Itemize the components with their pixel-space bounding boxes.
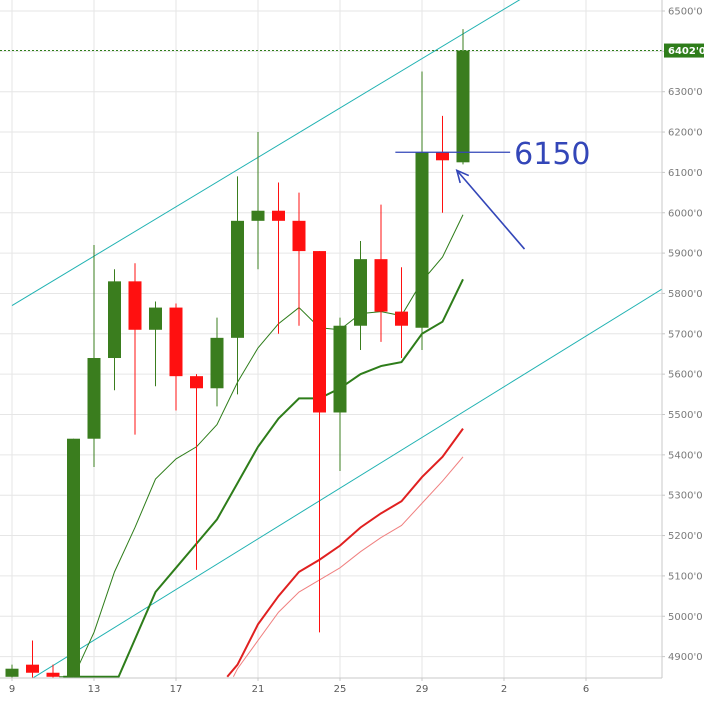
x-axis: 9 13 17 21 25 29 2 6 <box>0 677 662 695</box>
moving-average-line <box>63 278 464 678</box>
y-tick-label: 5200'0 <box>668 531 703 542</box>
candle-body <box>251 210 265 221</box>
candle-body <box>5 668 19 677</box>
moving-average-line <box>59 214 464 678</box>
candle-body <box>313 251 326 413</box>
y-tick-label: 6500'0 <box>668 7 703 18</box>
y-tick-label: 6200'0 <box>668 128 703 139</box>
candle-body <box>231 220 244 338</box>
annotation-arrow-head <box>455 168 470 184</box>
y-tick-label: 5500'0 <box>668 410 703 421</box>
candle-body <box>108 281 121 359</box>
candle-body <box>272 210 285 221</box>
x-tick-label: 13 <box>88 684 101 695</box>
y-tick-label: 5100'0 <box>668 571 703 582</box>
candle-body <box>169 307 183 377</box>
moving-average-lines <box>59 214 464 678</box>
y-tick-label: 5600'0 <box>668 370 703 381</box>
candles <box>5 29 470 678</box>
y-tick-label: 5400'0 <box>668 450 703 461</box>
candle-body <box>456 50 470 163</box>
candle-body <box>374 259 388 312</box>
candle-body <box>149 307 162 330</box>
y-tick-label: 6000'0 <box>668 208 703 219</box>
candle-body <box>46 672 60 677</box>
annotation-label: 6150 <box>514 137 590 172</box>
grid-lines <box>0 0 662 678</box>
x-tick-label: 2 <box>501 684 507 695</box>
x-tick-label: 25 <box>334 684 347 695</box>
annotation-layer: 6150 <box>0 50 662 250</box>
x-tick-label: 6 <box>583 684 589 695</box>
y-axis: 4900'0 5000'0 5100'0 5200'0 5300'0 5400'0 5500… <box>661 0 703 678</box>
candle-body <box>395 311 408 326</box>
x-tick-label: 17 <box>170 684 183 695</box>
current-price-label: 6402'0 <box>668 46 706 57</box>
candle-body <box>190 376 203 389</box>
candle-body <box>128 281 142 330</box>
candle-body <box>333 325 347 413</box>
y-tick-label: 6300'0 <box>668 87 703 98</box>
candle-body <box>87 358 101 439</box>
current-price-badge <box>664 43 704 58</box>
candle-body <box>26 664 39 673</box>
candle-body <box>354 259 367 326</box>
channel-lines <box>11 0 662 678</box>
x-tick-label: 21 <box>252 684 265 695</box>
y-tick-label: 6100'0 <box>668 168 703 179</box>
candle-body <box>292 220 306 252</box>
y-tick-label: 5000'0 <box>668 612 703 623</box>
x-tick-label: 9 <box>9 684 15 695</box>
channel-line <box>31 288 662 678</box>
annotation-arrow <box>456 169 526 250</box>
y-tick-label: 5800'0 <box>668 289 703 300</box>
candle-body <box>436 152 449 161</box>
y-tick-label: 5300'0 <box>668 491 703 502</box>
candle-body <box>415 152 429 328</box>
moving-average-line <box>232 456 464 678</box>
y-tick-label: 5900'0 <box>668 249 703 260</box>
channel-line <box>11 0 521 306</box>
x-tick-label: 29 <box>416 684 429 695</box>
moving-average-line <box>226 428 464 678</box>
candle-body <box>210 337 224 389</box>
candle-body <box>67 438 80 677</box>
current-price-tag: 6402'0 <box>664 43 706 58</box>
y-tick-label: 4900'0 <box>668 652 703 663</box>
y-tick-label: 5700'0 <box>668 329 703 340</box>
